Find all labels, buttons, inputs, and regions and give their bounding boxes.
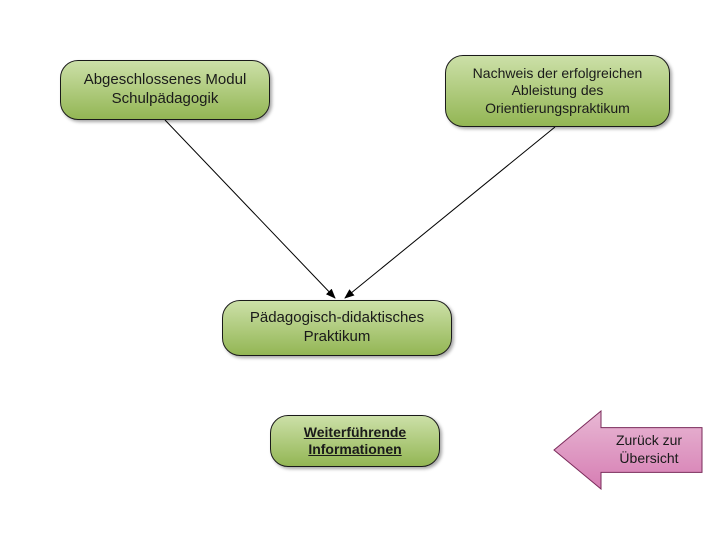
node-label: Abgeschlossenes Modul Schulpädagogik xyxy=(71,71,259,109)
node-paedagogisch-didaktisches-praktikum: Pädagogisch-didaktisches Praktikum xyxy=(222,300,452,356)
edge-left xyxy=(165,120,335,298)
link-weiterfuehrende-informationen[interactable]: Weiterführende Informationen xyxy=(270,415,440,467)
edge-right xyxy=(345,127,555,298)
node-abgeschlossenes-modul: Abgeschlossenes Modul Schulpädagogik xyxy=(60,60,270,120)
node-label: Pädagogisch-didaktisches Praktikum xyxy=(233,309,441,347)
node-label: Weiterführende Informationen xyxy=(281,424,429,459)
back-arrow-label: Zurück zur Übersicht xyxy=(597,432,701,467)
back-arrow-label-wrap[interactable]: Zurück zur Übersicht xyxy=(597,428,701,473)
node-label: Nachweis der erfolgreichen Ableistung de… xyxy=(456,65,659,118)
node-nachweis-ableistung: Nachweis der erfolgreichen Ableistung de… xyxy=(445,55,670,127)
